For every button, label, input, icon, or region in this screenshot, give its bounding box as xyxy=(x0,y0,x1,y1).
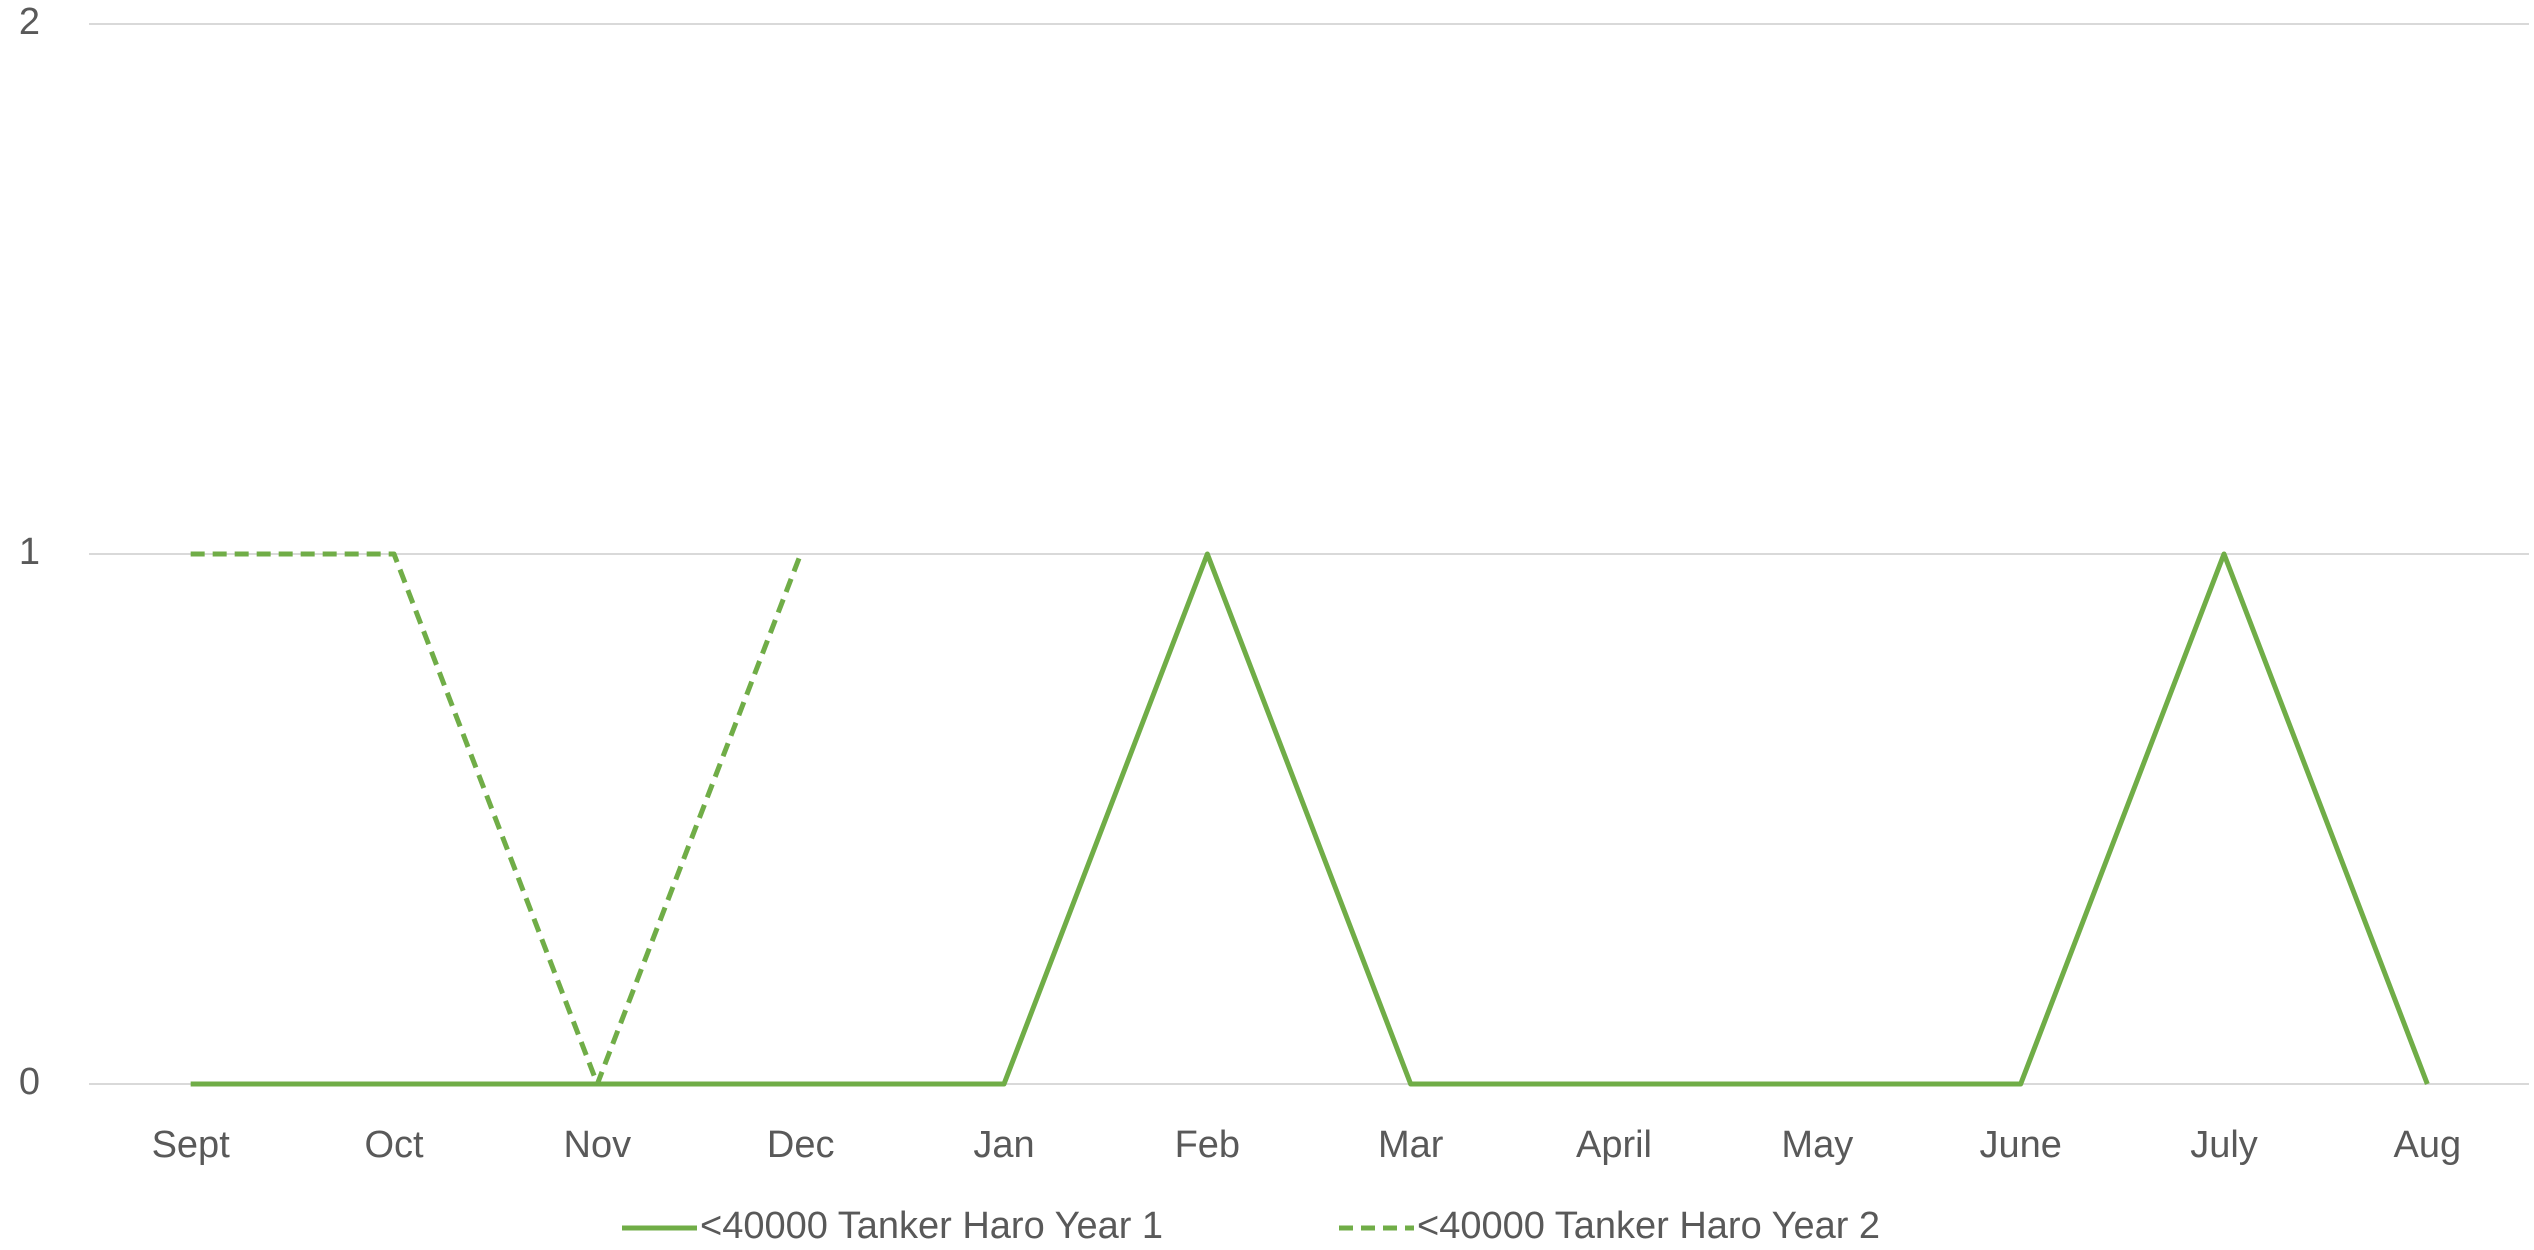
y-tick-label: 1 xyxy=(19,531,40,573)
x-tick-label: Mar xyxy=(1378,1124,1444,1166)
y-tick-label: 0 xyxy=(19,1061,40,1103)
series-line xyxy=(190,551,2430,1087)
x-tick-label: Sept xyxy=(152,1124,231,1166)
x-tick-label: May xyxy=(1781,1124,1853,1166)
legend-label: <40000 Tanker Haro Year 1 xyxy=(700,1205,1163,1247)
x-tick-label: April xyxy=(1576,1124,1652,1166)
x-tick-label: Nov xyxy=(564,1124,632,1166)
x-tick-label: July xyxy=(2190,1124,2258,1166)
series-line xyxy=(190,551,804,1087)
x-tick-label: Oct xyxy=(364,1124,424,1166)
y-tick-label: 2 xyxy=(19,1,40,43)
x-tick-label: Feb xyxy=(1175,1124,1240,1166)
x-tick-label: Jan xyxy=(973,1124,1034,1166)
x-tick-label: Aug xyxy=(2394,1124,2462,1166)
legend-label: <40000 Tanker Haro Year 2 xyxy=(1417,1205,1880,1247)
x-tick-label: June xyxy=(1979,1124,2061,1166)
x-tick-label: Dec xyxy=(767,1124,835,1166)
